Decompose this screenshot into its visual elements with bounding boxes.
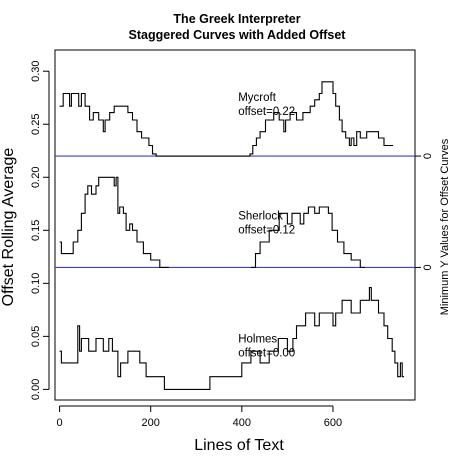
right-tick-label: 0 (422, 264, 434, 270)
x-tick-label: 600 (324, 417, 342, 429)
x-tick-label: 0 (56, 417, 62, 429)
x-axis-label: Lines of Text (194, 437, 284, 454)
series-annotation: offset=0.12 (238, 225, 295, 237)
series-line (59, 176, 169, 268)
y-axis: 0.00 0.05 0.10 0.15 0.20 0.25 0.30 (30, 61, 50, 400)
y-tick-label: 0.25 (30, 114, 42, 135)
x-tick-label: 200 (142, 417, 160, 429)
x-tick-label: 400 (233, 417, 251, 429)
x-axis: 0 200 400 600 (56, 405, 342, 429)
annotations: Mycroft offset=0.22 Sherlock offset=0.12 Hol… (238, 92, 295, 360)
series-annotation: Sherlock (238, 211, 283, 223)
series-annotation: offset=0.00 (238, 348, 295, 360)
y-tick-label: 0.05 (30, 326, 42, 347)
series-annotation: Mycroft (238, 92, 277, 104)
right-tick-label: 0 (422, 153, 434, 159)
plot-border (54, 49, 416, 401)
series-annotation: offset=0.22 (238, 106, 295, 118)
right-axis: 00 (415, 153, 434, 270)
y-tick-label: 0.30 (30, 61, 42, 82)
chart-title: The Greek Interpreter (173, 12, 300, 26)
series-line (250, 206, 365, 268)
y-tick-label: 0.20 (30, 167, 42, 188)
y-tick-label: 0.15 (30, 220, 42, 241)
chart-subtitle: Staggered Curves with Added Offset (129, 28, 347, 42)
y-tick-label: 0.10 (30, 273, 42, 294)
y-tick-label: 0.00 (30, 379, 42, 400)
plot-frame (54, 49, 416, 401)
series-lines (59, 81, 405, 390)
series-line (59, 81, 394, 157)
y-axis-label: Offset Rolling Average (0, 148, 17, 307)
series-line (59, 287, 405, 390)
right-axis-label: Minimum Y Values for Offset Curves (439, 138, 451, 315)
offset-baselines (55, 155, 415, 269)
series-annotation: Holmes (238, 334, 277, 346)
